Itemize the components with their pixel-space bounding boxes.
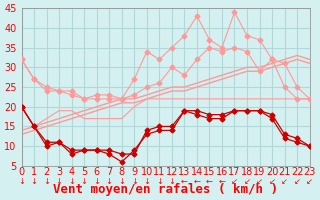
X-axis label: Vent moyen/en rafales ( km/h ): Vent moyen/en rafales ( km/h ) bbox=[53, 183, 278, 196]
